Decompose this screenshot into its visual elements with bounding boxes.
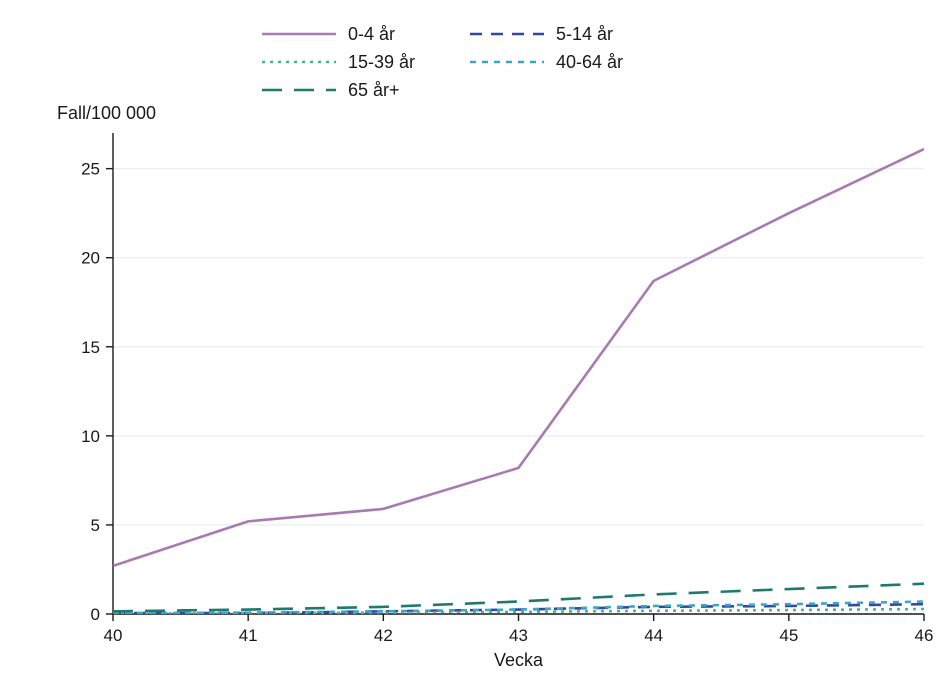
x-tick-label: 42 bbox=[374, 626, 393, 645]
y-tick-label: 10 bbox=[81, 427, 100, 446]
line-chart: 40 41 42 43 44 45 46 0 5 10 15 20 25 Fall/100 000 Veck… bbox=[0, 0, 948, 690]
legend-label: 5-14 år bbox=[556, 24, 613, 44]
x-axis-title: Vecka bbox=[494, 650, 544, 670]
x-tick-label: 45 bbox=[779, 626, 798, 645]
y-tick-label: 5 bbox=[91, 516, 100, 535]
legend-label: 40-64 år bbox=[556, 52, 623, 72]
y-tick-label: 0 bbox=[91, 605, 100, 624]
x-tick-label: 46 bbox=[915, 626, 934, 645]
x-tick-label: 43 bbox=[509, 626, 528, 645]
x-tick-label: 41 bbox=[239, 626, 258, 645]
y-axis-title: Fall/100 000 bbox=[57, 103, 156, 123]
legend-label: 0-4 år bbox=[348, 24, 395, 44]
y-tick-label: 15 bbox=[81, 338, 100, 357]
legend-label: 15-39 år bbox=[348, 52, 415, 72]
x-tick-label: 40 bbox=[104, 626, 123, 645]
y-tick-label: 20 bbox=[81, 249, 100, 268]
legend-label: 65 år+ bbox=[348, 80, 400, 100]
y-tick-label: 25 bbox=[81, 160, 100, 179]
x-tick-label: 44 bbox=[644, 626, 663, 645]
